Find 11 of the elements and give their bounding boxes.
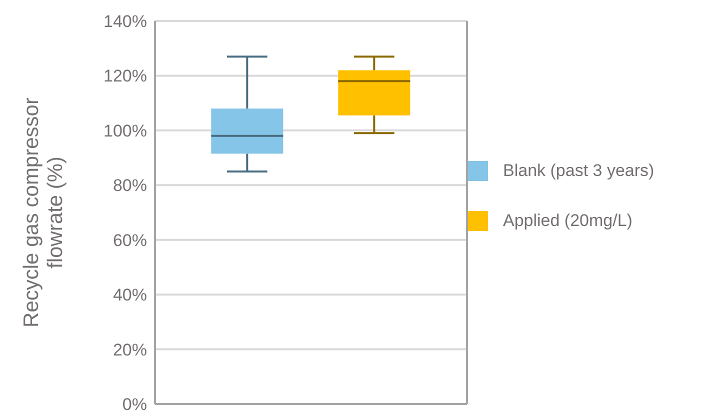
y-tick-label: 120% — [104, 66, 147, 86]
y-tick-label: 140% — [104, 12, 147, 32]
legend-label: Blank (past 3 years) — [503, 161, 656, 181]
y-tick-label: 60% — [112, 230, 147, 250]
y-tick-label: 20% — [112, 340, 147, 360]
y-tick-label: 80% — [112, 176, 147, 196]
y-tick-label: 100% — [104, 121, 147, 140]
y-tick-label: 0% — [122, 395, 147, 414]
y-tick-label: 40% — [112, 286, 147, 305]
legend-label: Applied (20mg/L) — [503, 211, 634, 231]
y-axis-title: Recycle gas compressor flowrate (%) — [20, 98, 67, 328]
